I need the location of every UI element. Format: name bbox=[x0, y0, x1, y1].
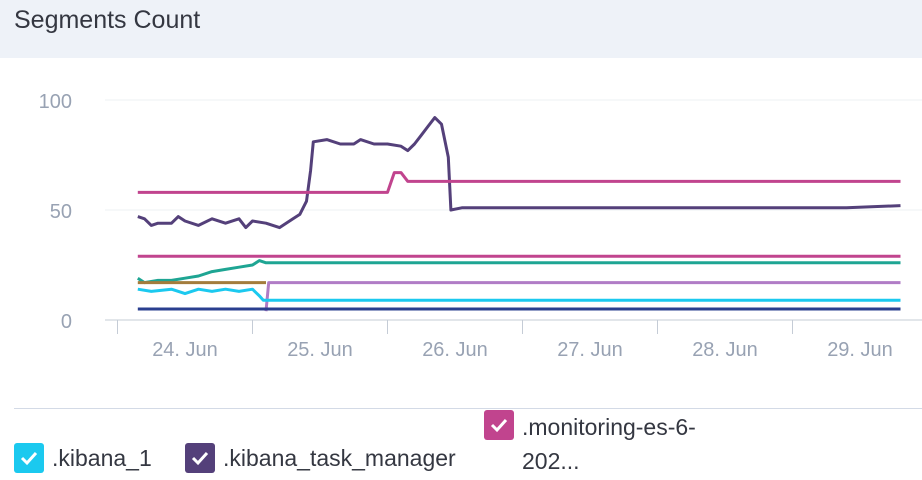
legend-label: .monitoring-es-6- 202... bbox=[522, 410, 696, 478]
chart-grid bbox=[105, 99, 922, 321]
x-tick-label: 28. Jun bbox=[692, 339, 758, 361]
legend-item-kibana-1[interactable]: .kibana_1 bbox=[14, 443, 152, 473]
series-line-5 bbox=[264, 281, 901, 312]
x-tick-label: 27. Jun bbox=[557, 339, 623, 361]
segments-count-chart: 0 50 100 24. Jun 25. Jun 26. Jun 27. Jun 28. Ju… bbox=[39, 91, 922, 361]
x-tick-label: 29. Jun bbox=[827, 339, 893, 361]
legend-item-kibana-task-manager[interactable]: .kibana_task_manager bbox=[185, 443, 456, 473]
panel-title: Segments Count bbox=[14, 6, 201, 34]
checkbox-checked-icon[interactable] bbox=[14, 443, 44, 473]
x-tick-label: 24. Jun bbox=[152, 339, 218, 361]
y-tick-label: 50 bbox=[50, 201, 72, 223]
legend-label-line2: 202... bbox=[522, 448, 580, 474]
y-tick-label: 0 bbox=[61, 311, 72, 333]
chart-axes: 0 50 100 24. Jun 25. Jun 26. Jun 27. Jun 28. Ju… bbox=[39, 91, 922, 361]
x-tick-label: 25. Jun bbox=[287, 339, 353, 361]
legend-label: .kibana_task_manager bbox=[223, 445, 456, 471]
checkbox-checked-icon[interactable] bbox=[185, 443, 215, 473]
x-tick-label: 26. Jun bbox=[422, 339, 488, 361]
series-line-6 bbox=[137, 287, 901, 302]
legend-item-monitoring-es[interactable]: .monitoring-es-6- 202... bbox=[484, 410, 696, 478]
checkbox-checked-icon[interactable] bbox=[484, 410, 514, 440]
y-tick-label: 100 bbox=[39, 91, 72, 113]
legend-label: .kibana_1 bbox=[52, 445, 152, 471]
chart-series bbox=[136, 116, 901, 312]
series-line-0 bbox=[137, 116, 901, 230]
series-line-1 bbox=[137, 171, 901, 194]
panel-header: Segments Count bbox=[0, 0, 922, 58]
legend-divider bbox=[14, 408, 922, 409]
legend-label-line1: .monitoring-es-6- bbox=[522, 414, 696, 440]
series-line-3 bbox=[136, 259, 901, 285]
